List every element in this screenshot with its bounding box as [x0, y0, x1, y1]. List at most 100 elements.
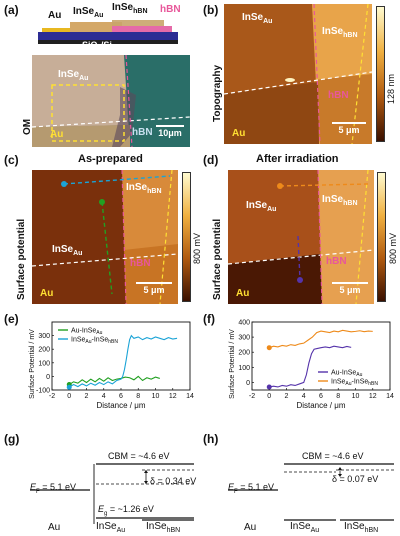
y-axis-label: Surface Potential / mV — [229, 329, 236, 399]
device-schematic — [38, 20, 178, 44]
sp1-colorbar-value: 800 mV — [192, 232, 202, 264]
legend-entry-2: InSeAu-InSehBN — [71, 337, 118, 346]
y-tick-label: 200 — [238, 350, 250, 357]
h-cbm: CBM = ~4.6 eV — [302, 451, 364, 461]
x-tick-label: 12 — [169, 393, 177, 400]
x-tick-label: 12 — [369, 393, 377, 400]
x-tick-label: 14 — [386, 393, 394, 400]
chart-f: -2 0 2 4 6 8 10 12 14 0 100 200 300 400 Distance / μm S… — [229, 320, 394, 411]
x-tick-label: 0 — [267, 393, 271, 400]
panel-d-side-label: Surface potential — [212, 218, 223, 300]
panel-f-label: (f) — [203, 312, 215, 326]
series-start-marker-2 — [66, 384, 72, 390]
topo-scale-bar: 5 μm — [332, 122, 366, 135]
x-tick-label: 14 — [186, 393, 194, 400]
g-cbm: CBM = ~4.6 eV — [108, 451, 170, 461]
y-tick-label: 200 — [38, 347, 50, 354]
om-scale-bar: 10μm — [156, 125, 184, 138]
sp2-inse-au: InSeAu — [246, 200, 277, 213]
schematic-inse-hbn: InSehBN — [112, 2, 148, 15]
x-tick-label: 4 — [302, 393, 306, 400]
panel-b-label: (b) — [203, 3, 219, 17]
series-line-1 — [269, 345, 352, 388]
h-ef: EF = 5.1 eV — [228, 482, 274, 495]
sp2-colorbar-value: 800 mV — [388, 232, 398, 264]
g-col-au: Au — [48, 522, 61, 533]
y-tick-label: 0 — [246, 380, 250, 387]
om-image: InSeAu Au hBN 10μm — [32, 55, 190, 147]
x-tick-label: 2 — [85, 393, 89, 400]
series-line-2 — [269, 329, 373, 349]
schematic-inse-au: InSeAu — [73, 6, 104, 19]
band-diagram-h — [228, 463, 394, 521]
g-ef: EF = 5.1 eV — [30, 482, 76, 495]
sp1-colorbar — [182, 172, 191, 302]
h-col-inse-hbn: InSehBN — [344, 521, 379, 534]
x-tick-label: 4 — [102, 393, 106, 400]
x-tick-label: 6 — [119, 393, 123, 400]
y-tick-label: 300 — [238, 335, 250, 342]
x-tick-label: 8 — [336, 393, 340, 400]
series-line-2 — [68, 334, 178, 388]
h-col-inse-au: InSeAu — [290, 521, 320, 534]
g-col-inse-au: InSeAu — [96, 521, 126, 534]
panel-d-label: (d) — [203, 153, 219, 167]
schematic-au: Au — [48, 10, 62, 21]
topo-inse-hbn: InSehBN — [322, 26, 358, 39]
sp2-scale-bar: 5 μm — [332, 282, 368, 295]
x-tick-label: 2 — [285, 393, 289, 400]
panel-a-label: (a) — [4, 3, 19, 17]
panel-g-label: (g) — [4, 432, 20, 446]
topography-side-label: Topography — [212, 64, 223, 122]
x-axis-label: Distance / μm — [296, 401, 345, 410]
sp2-hbn: hBN — [326, 256, 347, 267]
sp1-inse-hbn: InSehBN — [126, 182, 162, 195]
x-tick-label: 10 — [352, 393, 360, 400]
topo-hbn: hBN — [328, 90, 349, 101]
y-tick-label: 400 — [238, 320, 250, 327]
om-hbn: hBN — [132, 127, 153, 138]
surface-potential-after-irradiation: InSeAu InSehBN hBN Au 5 μm — [228, 170, 374, 304]
schematic-substrate: SiO2/Si — [82, 40, 112, 53]
series-line-1 — [68, 375, 160, 386]
g-eg: Eg = ~1.26 eV — [98, 504, 154, 517]
legend-entry-1: Au-InSeAu — [331, 370, 363, 379]
y-tick-label: -100 — [36, 388, 50, 395]
h-delta: δ = 0.07 eV — [332, 474, 379, 484]
series-start-marker-1 — [266, 384, 272, 390]
panel-c-title: As-prepared — [78, 153, 143, 165]
panel-h-label: (h) — [203, 432, 219, 446]
x-tick-label: 6 — [319, 393, 323, 400]
chart-e: -2 0 2 4 6 8 10 12 14 -100 0 100 200 300 Distance / μm… — [29, 321, 194, 410]
x-axis-label: Distance / μm — [96, 401, 145, 410]
h-col-au: Au — [244, 522, 257, 533]
om-au: Au — [50, 129, 64, 140]
x-tick-label: -2 — [49, 393, 55, 400]
y-tick-label: 300 — [38, 333, 50, 340]
g-col-inse-hbn: InSehBN — [146, 521, 181, 534]
sp1-au: Au — [40, 288, 54, 299]
topo-au: Au — [232, 128, 246, 139]
x-tick-label: -2 — [249, 393, 255, 400]
x-tick-label: 0 — [67, 393, 71, 400]
sp2-au: Au — [236, 288, 250, 299]
sp1-inse-au: InSeAu — [52, 244, 83, 257]
legend-entry-2: InSeAu-InSehBN — [331, 379, 378, 388]
om-inse-au: InSeAu — [58, 69, 89, 82]
topography-image: InSeAu InSehBN hBN Au 5 μm — [224, 4, 372, 144]
topography-colorbar — [376, 6, 385, 142]
band-diagram-g — [30, 463, 194, 524]
g-delta: δ = 0.34 eV — [150, 476, 197, 486]
surface-potential-as-prepared: InSeAu InSehBN hBN Au 5 μm — [32, 170, 178, 304]
topo-inse-au: InSeAu — [242, 12, 273, 25]
sp2-inse-hbn: InSehBN — [322, 194, 358, 207]
x-tick-label: 10 — [152, 393, 160, 400]
panel-e-label: (e) — [4, 312, 19, 326]
y-tick-label: 0 — [46, 374, 50, 381]
panel-c-label: (c) — [4, 153, 19, 167]
y-axis-label: Surface Potential / mV — [29, 329, 36, 399]
series-start-marker-2 — [266, 345, 272, 351]
panel-d-title: After irradiation — [256, 153, 339, 165]
sp1-hbn: hBN — [130, 258, 151, 269]
legend-entry-1: Au-InSeAu — [71, 328, 103, 337]
